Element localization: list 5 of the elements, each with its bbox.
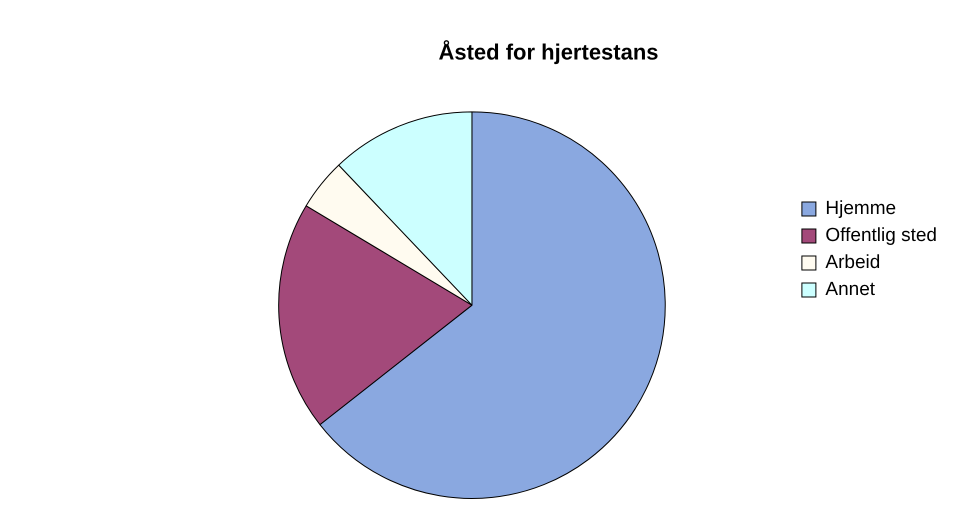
legend-label: Arbeid — [825, 252, 880, 274]
legend-label: Annet — [825, 279, 876, 300]
chart-title: Åsted for hjertestans — [438, 39, 659, 64]
legend-label: Offentlig sted — [825, 225, 938, 246]
legend-label: Hjemme — [825, 198, 896, 220]
